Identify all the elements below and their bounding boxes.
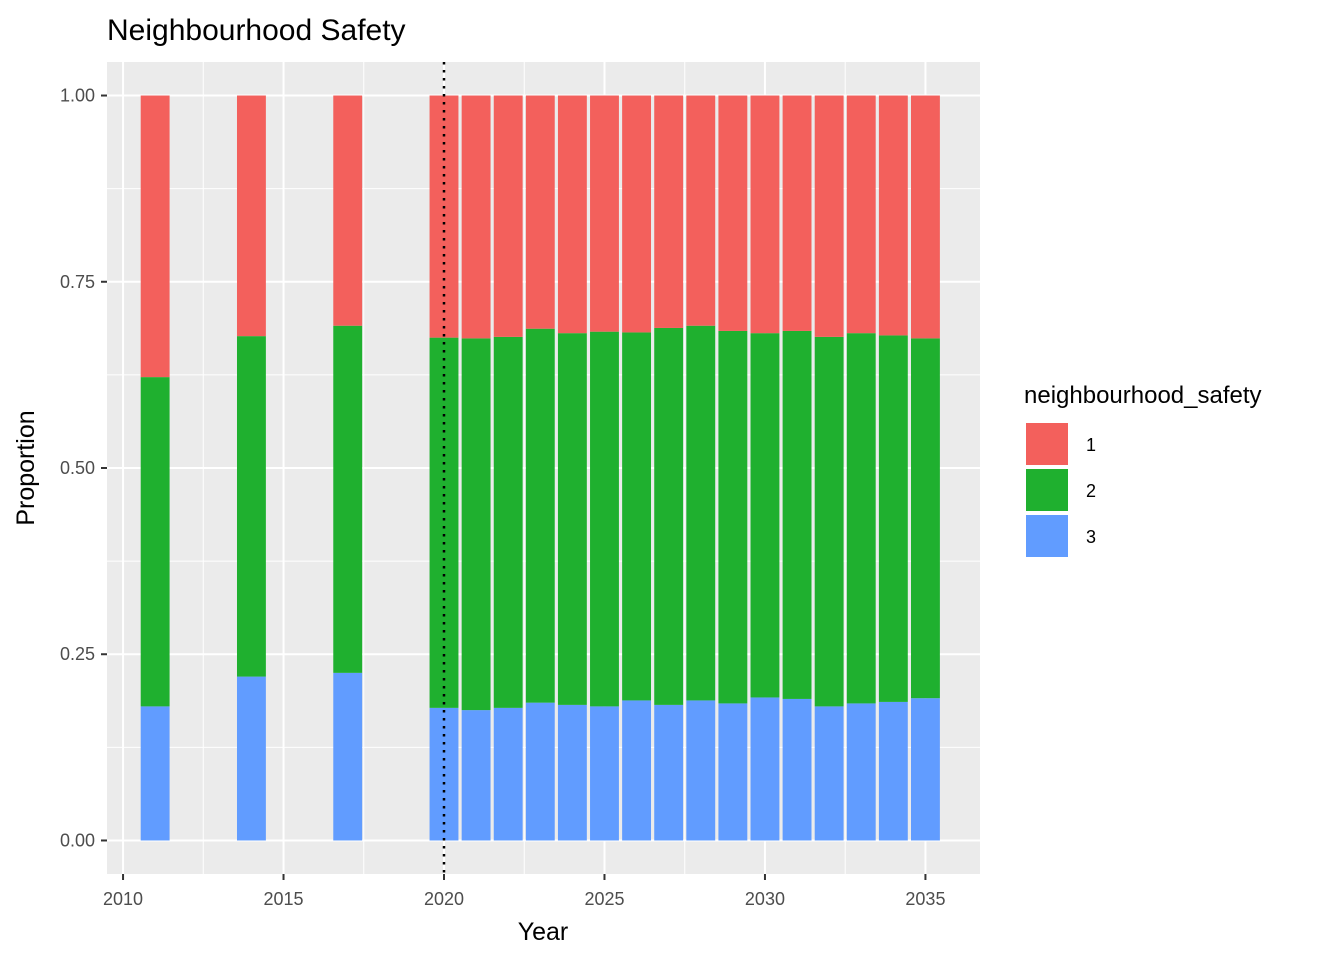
bar-2034-level-3 [878,701,908,841]
bar-2025-level-1 [590,95,619,332]
bar-2035-level-3 [910,698,940,841]
bar-2023-level-3 [525,702,555,841]
bar-2023-level-2 [525,328,555,703]
y-tick-label: 1.00 [60,86,95,106]
x-tick-label: 2015 [264,889,304,909]
legend-items: 1 2 3 [1024,421,1096,559]
bar-2032-level-1 [814,95,844,337]
x-axis: 2010 2015 2020 2025 2030 2035 [103,874,945,909]
bar-2022-level-3 [493,707,523,841]
bar-2028-level-2 [686,325,716,701]
bar-2030-level-3 [750,697,780,841]
legend-label-1: 1 [1086,435,1096,455]
bar-2031-level-1 [782,95,812,331]
bar-2029-level-2 [718,330,748,704]
bar-2023-level-1 [525,95,555,329]
bar-2024-level-2 [557,333,587,705]
bar-2029-level-1 [718,95,748,331]
y-tick-label: 0.75 [60,272,95,292]
bar-2033-level-2 [846,333,876,704]
legend-key-2 [1024,467,1070,513]
bar-2030-level-2 [750,333,780,698]
bar-2033-level-3 [846,703,876,841]
bar-2028-level-3 [686,700,716,841]
x-tick-label: 2020 [424,889,464,909]
bar-2034-level-1 [878,95,908,336]
bar-2025-level-3 [590,706,619,841]
x-axis-title: Year [518,918,569,946]
bar-2027-level-1 [654,95,684,328]
bar-2011-level-1 [140,95,170,378]
bar-2022-level-1 [493,95,523,337]
bar-2026-level-3 [622,700,652,841]
chart-title: Neighbourhood Safety [107,14,406,47]
bar-2027-level-3 [654,704,684,841]
bar-2017-level-2 [333,325,363,673]
y-axis: 0.00 0.25 0.50 0.75 1.00 [60,86,107,850]
bar-2035-level-2 [910,338,940,699]
bars-layer [140,95,940,841]
legend-key-3 [1024,513,1070,559]
bar-2026-level-2 [622,332,652,701]
x-tick-label: 2025 [584,889,624,909]
bar-2028-level-1 [686,95,716,326]
legend-title: neighbourhood_safety [1024,382,1262,409]
x-tick-label: 2030 [745,889,785,909]
bar-2021-level-3 [461,710,491,841]
y-tick-label: 0.00 [60,830,95,850]
x-tick-label: 2010 [103,889,143,909]
bar-2029-level-3 [718,703,748,841]
y-tick-label: 0.50 [60,458,95,478]
legend-label-2: 2 [1086,481,1096,501]
bar-2024-level-1 [557,95,587,334]
y-axis-title: Proportion [12,410,40,525]
x-tick-label: 2035 [905,889,945,909]
bar-2031-level-2 [782,330,812,699]
bar-2014-level-1 [236,95,266,337]
bar-2025-level-2 [590,331,619,707]
bar-2033-level-1 [846,95,876,334]
bar-2020-level-2 [429,337,459,708]
legend: neighbourhood_safety 1 2 3 [1024,382,1262,559]
bar-2022-level-2 [493,336,523,708]
bar-2034-level-2 [878,335,908,702]
bar-2035-level-1 [910,95,940,339]
bar-2014-level-2 [236,336,266,677]
bar-2021-level-2 [461,338,491,711]
bar-2011-level-2 [140,377,170,707]
bar-2014-level-3 [236,676,266,841]
bar-2026-level-1 [622,95,652,333]
bar-2011-level-3 [140,706,170,841]
bar-2020-level-1 [429,95,459,338]
legend-key-1 [1024,421,1070,467]
y-tick-label: 0.25 [60,644,95,664]
bar-2017-level-3 [333,672,363,841]
bar-2031-level-3 [782,698,812,841]
bar-2032-level-2 [814,336,844,707]
bar-2030-level-1 [750,95,780,334]
bar-2027-level-2 [654,327,684,705]
legend-label-3: 3 [1086,527,1096,547]
bar-2032-level-3 [814,706,844,841]
bar-2017-level-1 [333,95,363,326]
bar-2021-level-1 [461,95,491,339]
bar-2024-level-3 [557,704,587,841]
